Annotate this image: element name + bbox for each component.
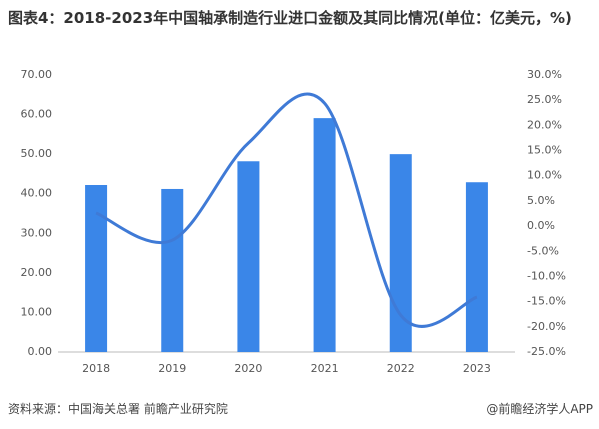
y-tick-label: 20.00 <box>21 266 53 279</box>
y2-tick-label: 30.0% <box>527 68 562 81</box>
bar <box>237 161 260 352</box>
chart-title: 图表4：2018-2023年中国轴承制造行业进口金额及其同比情况(单位：亿美元，… <box>8 9 572 27</box>
x-tick-label: 2021 <box>311 362 339 375</box>
y2-tick-label: 20.0% <box>527 118 562 131</box>
y-tick-label: 40.00 <box>21 187 53 200</box>
bar <box>161 188 184 352</box>
y2-tick-label: 5.0% <box>527 194 555 207</box>
credit: @前瞻经济学人APP <box>486 402 593 416</box>
y2-tick-label: -15.0% <box>527 295 566 308</box>
x-tick-label: 2020 <box>234 362 262 375</box>
bar <box>465 182 488 352</box>
x-tick-label: 2023 <box>463 362 491 375</box>
y-tick-label: 10.00 <box>21 305 53 318</box>
y2-tick-label: -20.0% <box>527 320 566 333</box>
y2-tick-label: -10.0% <box>527 269 566 282</box>
bar <box>389 154 412 352</box>
bar <box>313 118 336 352</box>
y2-tick-label: 0.0% <box>527 219 555 232</box>
bar <box>85 185 108 352</box>
y2-tick-label: -25.0% <box>527 345 566 358</box>
x-tick-label: 2019 <box>158 362 186 375</box>
y2-tick-label: 15.0% <box>527 144 562 157</box>
source: 资料来源：中国海关总署 前瞻产业研究院 <box>8 402 228 416</box>
y2-tick-label: 25.0% <box>527 93 562 106</box>
y-tick-label: 30.00 <box>21 226 53 239</box>
y-tick-label: 70.00 <box>21 68 53 81</box>
y-tick-label: 50.00 <box>21 147 53 160</box>
y-tick-label: 60.00 <box>21 108 53 121</box>
y2-tick-label: -5.0% <box>527 244 559 257</box>
y-tick-label: 0.00 <box>28 345 53 358</box>
y2-tick-label: 10.0% <box>527 169 562 182</box>
line <box>95 92 478 328</box>
x-tick-label: 2022 <box>387 362 415 375</box>
x-tick-label: 2018 <box>82 362 110 375</box>
